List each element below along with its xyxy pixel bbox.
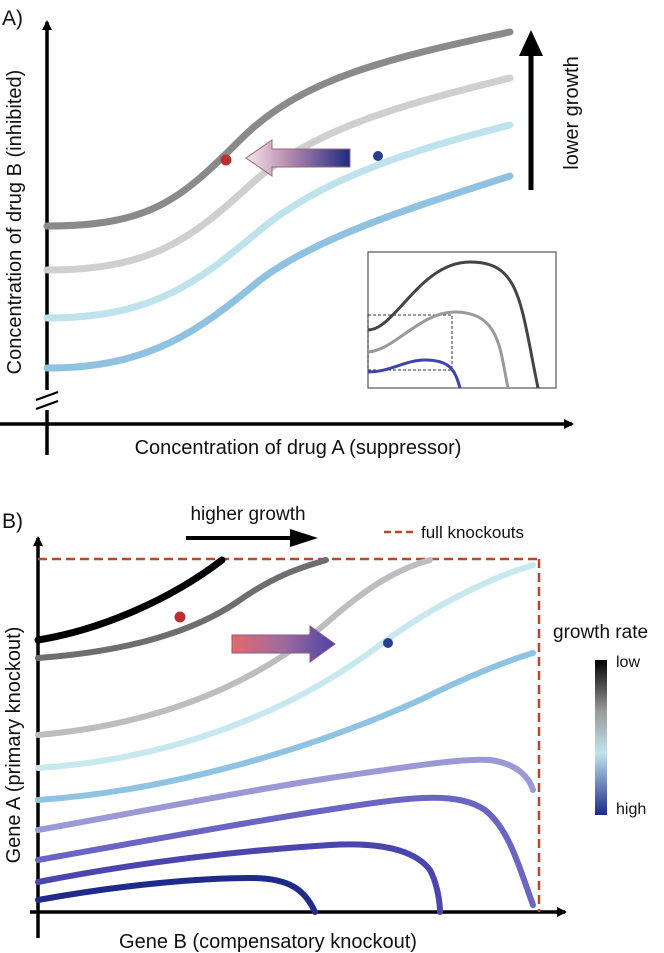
panel-b-marker-blue xyxy=(383,638,393,648)
panel-b-marker-red xyxy=(174,611,186,623)
lower-growth-arrow xyxy=(519,30,543,190)
panel-b-curve-1 xyxy=(34,556,226,644)
higher-growth-label: higher growth xyxy=(190,504,305,525)
panel-a-label: A) xyxy=(2,7,23,30)
colorbar xyxy=(595,660,607,815)
colorbar-high-label: high xyxy=(616,801,646,818)
panel-a-ylabel: Concentration of drug B (inhibited) xyxy=(4,70,26,375)
panel-b-label: B) xyxy=(2,510,23,533)
panel-a-xlabel: Concentration of drug A (suppressor) xyxy=(135,437,462,459)
panel-a-curves xyxy=(43,28,514,372)
panel-b-curves xyxy=(34,556,536,915)
full-knockouts-legend-label: full knockouts xyxy=(421,523,524,542)
panel-b-shift-arrow xyxy=(231,625,336,663)
panel-a-curve-1 xyxy=(43,28,514,230)
panel-b-curve-4 xyxy=(35,562,536,771)
panel-a-inset xyxy=(367,251,557,389)
higher-growth-arrow xyxy=(186,529,318,547)
panel-b-curve-6 xyxy=(35,756,536,833)
panel-b-curve-8 xyxy=(35,841,443,915)
panel-b-curve-2 xyxy=(35,557,329,661)
panel-a-marker-red xyxy=(220,154,232,166)
lower-growth-label: lower growth xyxy=(561,56,583,169)
panel-b-xlabel: Gene B (compensatory knockout) xyxy=(119,931,417,953)
panel-a-axes xyxy=(0,20,574,455)
panel-b-axes xyxy=(30,536,567,938)
colorbar-low-label: low xyxy=(616,654,640,671)
panel-a-shift-arrow xyxy=(245,139,351,177)
panel-a-curve-3 xyxy=(43,121,514,322)
panel-a-marker-blue xyxy=(373,151,383,161)
panel-b-ylabel: Gene A (primary knockout) xyxy=(3,627,25,864)
axis-break-icon xyxy=(35,390,59,411)
panel-b-curve-5 xyxy=(35,650,536,803)
panel-b-curve-7 xyxy=(35,794,536,908)
colorbar-title: growth rate xyxy=(553,622,648,643)
panel-b-curve-9 xyxy=(35,874,318,915)
panel-a-curve-2 xyxy=(43,74,514,274)
full-knockout-lines xyxy=(38,557,541,912)
panel-a-curve-4 xyxy=(43,172,514,372)
